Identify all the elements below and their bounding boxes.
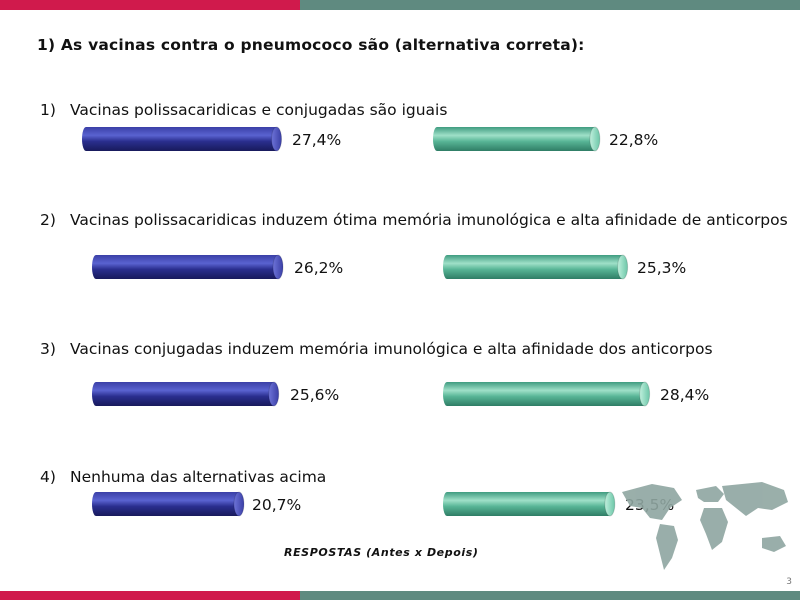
option-3-number: 3) (40, 340, 56, 358)
world-map-image (622, 482, 788, 570)
option-4-before-label: 20,7% (252, 496, 302, 514)
option-2-text: Vacinas polissacaridicas induzem ótima m… (70, 211, 788, 229)
option-3-text: Vacinas conjugadas induzem memória imuno… (70, 340, 713, 358)
option-4-text: Nenhuma das alternativas acima (70, 468, 327, 486)
bar-before-option-3 (92, 381, 280, 407)
bottom-bar-red (0, 591, 300, 600)
option-3-after-label: 28,4% (660, 386, 710, 404)
bar-before-option-4 (92, 491, 245, 517)
bar-after-option-4 (443, 491, 616, 517)
option-2-number: 2) (40, 211, 56, 229)
bar-after-option-1 (433, 126, 601, 152)
option-4-number: 4) (40, 468, 56, 486)
option-1-number: 1) (40, 101, 56, 119)
bar-after-option-2 (443, 254, 629, 280)
option-1-before-label: 27,4% (292, 131, 342, 149)
page-number: 3 (786, 577, 792, 587)
chart-footer-label: RESPOSTAS (Antes x Depois) (284, 546, 479, 559)
bar-before-option-1 (82, 126, 283, 152)
bar-before-option-2 (92, 254, 284, 280)
top-bar-teal (300, 0, 800, 10)
top-bar-red (0, 0, 300, 10)
bar-after-option-3 (443, 381, 651, 407)
option-2-before-label: 26,2% (294, 259, 344, 277)
question-title: 1) As vacinas contra o pneumococo são (a… (37, 36, 585, 54)
option-1-text: Vacinas polissacaridicas e conjugadas sã… (70, 101, 448, 119)
option-3-before-label: 25,6% (290, 386, 340, 404)
option-2-after-label: 25,3% (637, 259, 687, 277)
option-1-after-label: 22,8% (609, 131, 659, 149)
bottom-bar-teal (300, 591, 800, 600)
